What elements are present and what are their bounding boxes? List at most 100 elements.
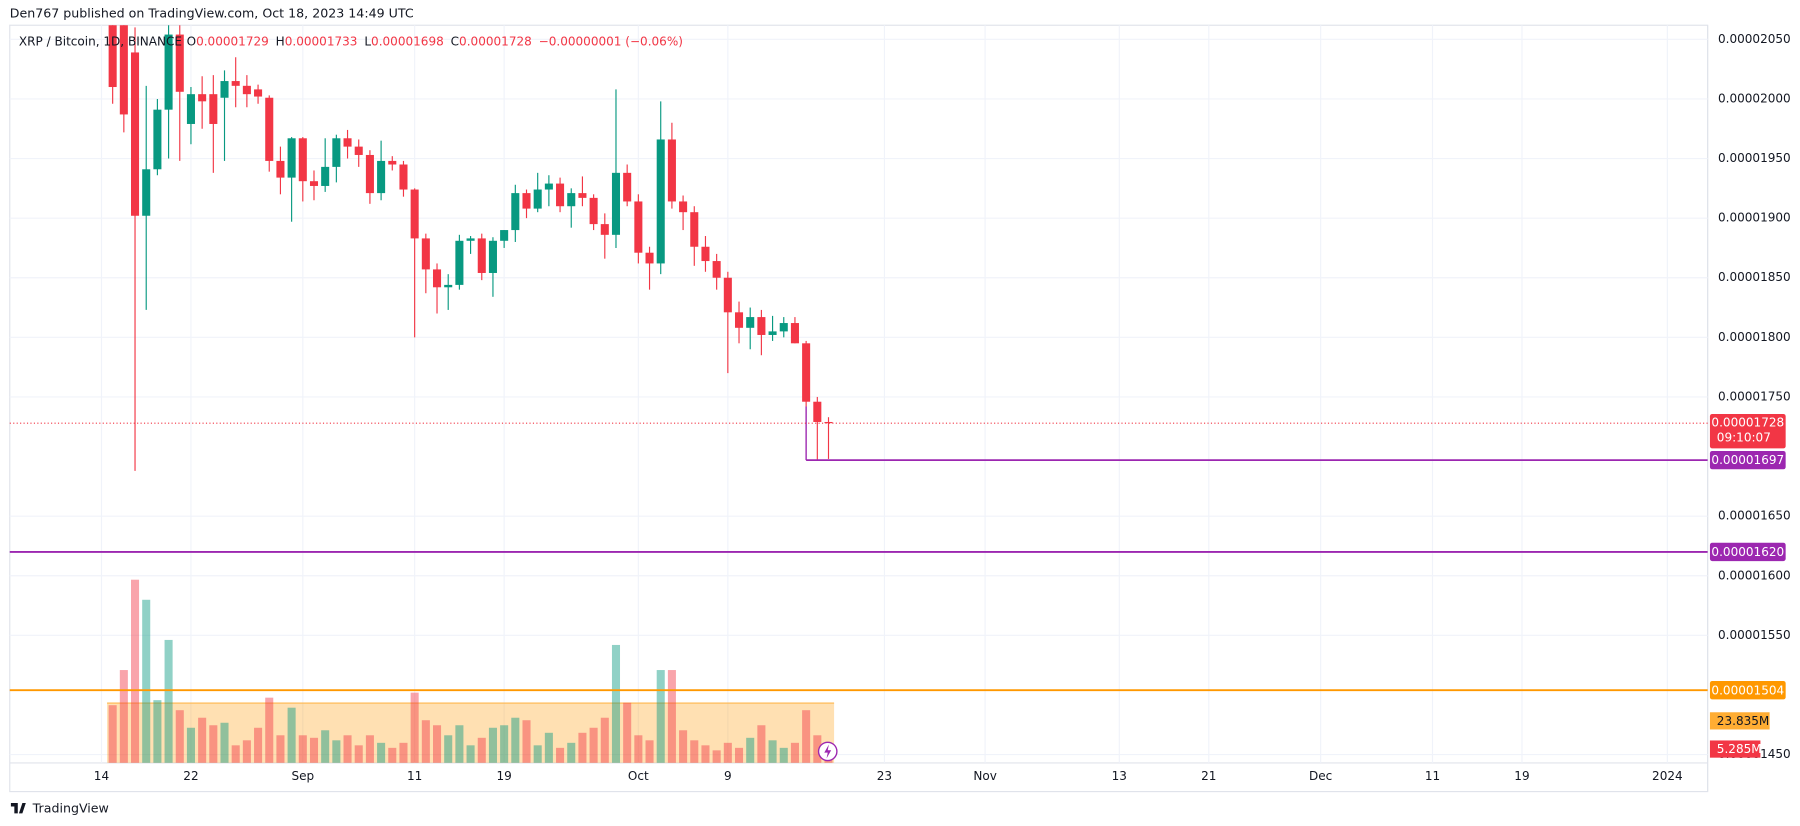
candle-body [186,94,195,124]
y-tick-label: 0.00001600 [1718,568,1791,582]
volume-bar [298,735,307,763]
candle-body [623,172,632,202]
candle-body [712,261,721,278]
candle-body [444,284,453,288]
candle-body [600,224,609,235]
candle-body [813,401,822,422]
volume-bar [500,725,509,763]
volume-bar [354,745,363,763]
volume-bar [265,697,274,763]
candle-body [768,331,777,335]
x-tick-label: Nov [973,769,996,783]
volume-bar [164,639,173,763]
candle-body [477,238,486,273]
candle-body [377,160,386,194]
volume-bar [276,735,285,763]
volume-bar [567,742,576,763]
volume-ma-area [107,703,835,763]
volume-bar [712,750,721,763]
candle-body [242,85,251,95]
last-price-label: 0.00001728 [1711,416,1784,430]
candle-body [399,164,408,190]
legend-key: L [364,34,371,48]
candle-body [690,212,699,247]
volume-label: 5.285M [1717,742,1762,756]
volume-bar [220,722,229,763]
volume-bar [309,737,319,763]
volume-bar [623,702,632,763]
volume-pane [107,579,835,763]
candle-body [153,109,162,170]
volume-bar [477,737,486,763]
y-tick-label: 0.00001900 [1718,211,1791,225]
volume-bar [746,737,755,763]
legend: XRP / Bitcoin, 1D, BINANCE O0.00001729 H0.… [19,34,683,48]
x-tick-label: 23 [877,769,892,783]
candle-body [723,277,732,313]
x-tick-label: 9 [724,769,732,783]
legend-value: 0.00001728 [459,34,532,48]
volume-bar [410,692,419,763]
legend-change: −0.00000001 (−0.06%) [539,34,683,48]
volume-bar [421,720,430,763]
candle-body [421,238,430,270]
candle-body [533,189,542,209]
volume-bar [153,700,162,763]
volume-bar [779,747,788,763]
candle-body [522,193,531,209]
level-label-bg [1709,681,1786,700]
candle-body [556,183,565,207]
candle-body [679,201,688,213]
volume-bar [388,747,397,763]
x-tick-label: Oct [628,769,649,783]
volume-bar [455,725,464,763]
volume-bar [186,727,195,763]
level-label: 0.00001620 [1711,545,1784,559]
volume-bar [332,740,341,763]
volume-bar [790,742,799,763]
candle-body [779,323,788,332]
volume-bar [488,727,497,763]
candle-body [667,139,676,202]
candle-body [567,193,576,207]
volume-ma-label: 23.835M [1717,714,1769,728]
volume-bar [656,670,665,763]
candle-body [634,201,643,253]
volume-bar [757,725,766,763]
volume-bar [634,735,643,763]
candle-body [511,193,520,231]
candle-body [611,172,621,235]
volume-bar [119,670,128,763]
candle-body [701,246,710,262]
volume-bar [432,725,442,763]
y-tick-label: 0.00001950 [1718,151,1791,165]
volume-bar [365,735,374,763]
volume-ma-label-bg [1709,712,1770,730]
x-tick-label: 11 [1425,769,1440,783]
volume-bar [242,740,251,763]
candle-body [388,160,397,165]
candle-body [332,138,341,167]
legend-key: C [451,34,459,48]
volume-bar [611,644,621,763]
symbol: XRP / Bitcoin, 1D, BINANCE [19,34,182,48]
last-price-bg [1709,413,1786,449]
candle-body [287,138,296,178]
legend-key: H [276,34,285,48]
volume-bar [645,740,654,763]
countdown: 09:10:07 [1717,431,1771,445]
volume-bar [600,717,609,763]
candle-body [343,138,352,147]
candle-body [790,323,799,344]
candle-body [746,317,755,328]
footer-logo [10,803,26,814]
candle-body [119,25,128,115]
candle-body [589,197,598,225]
volume-bar [321,730,330,763]
candle-body [365,154,374,194]
volume-bar [254,727,263,763]
candle-body [578,193,587,198]
volume-bar [667,670,676,763]
